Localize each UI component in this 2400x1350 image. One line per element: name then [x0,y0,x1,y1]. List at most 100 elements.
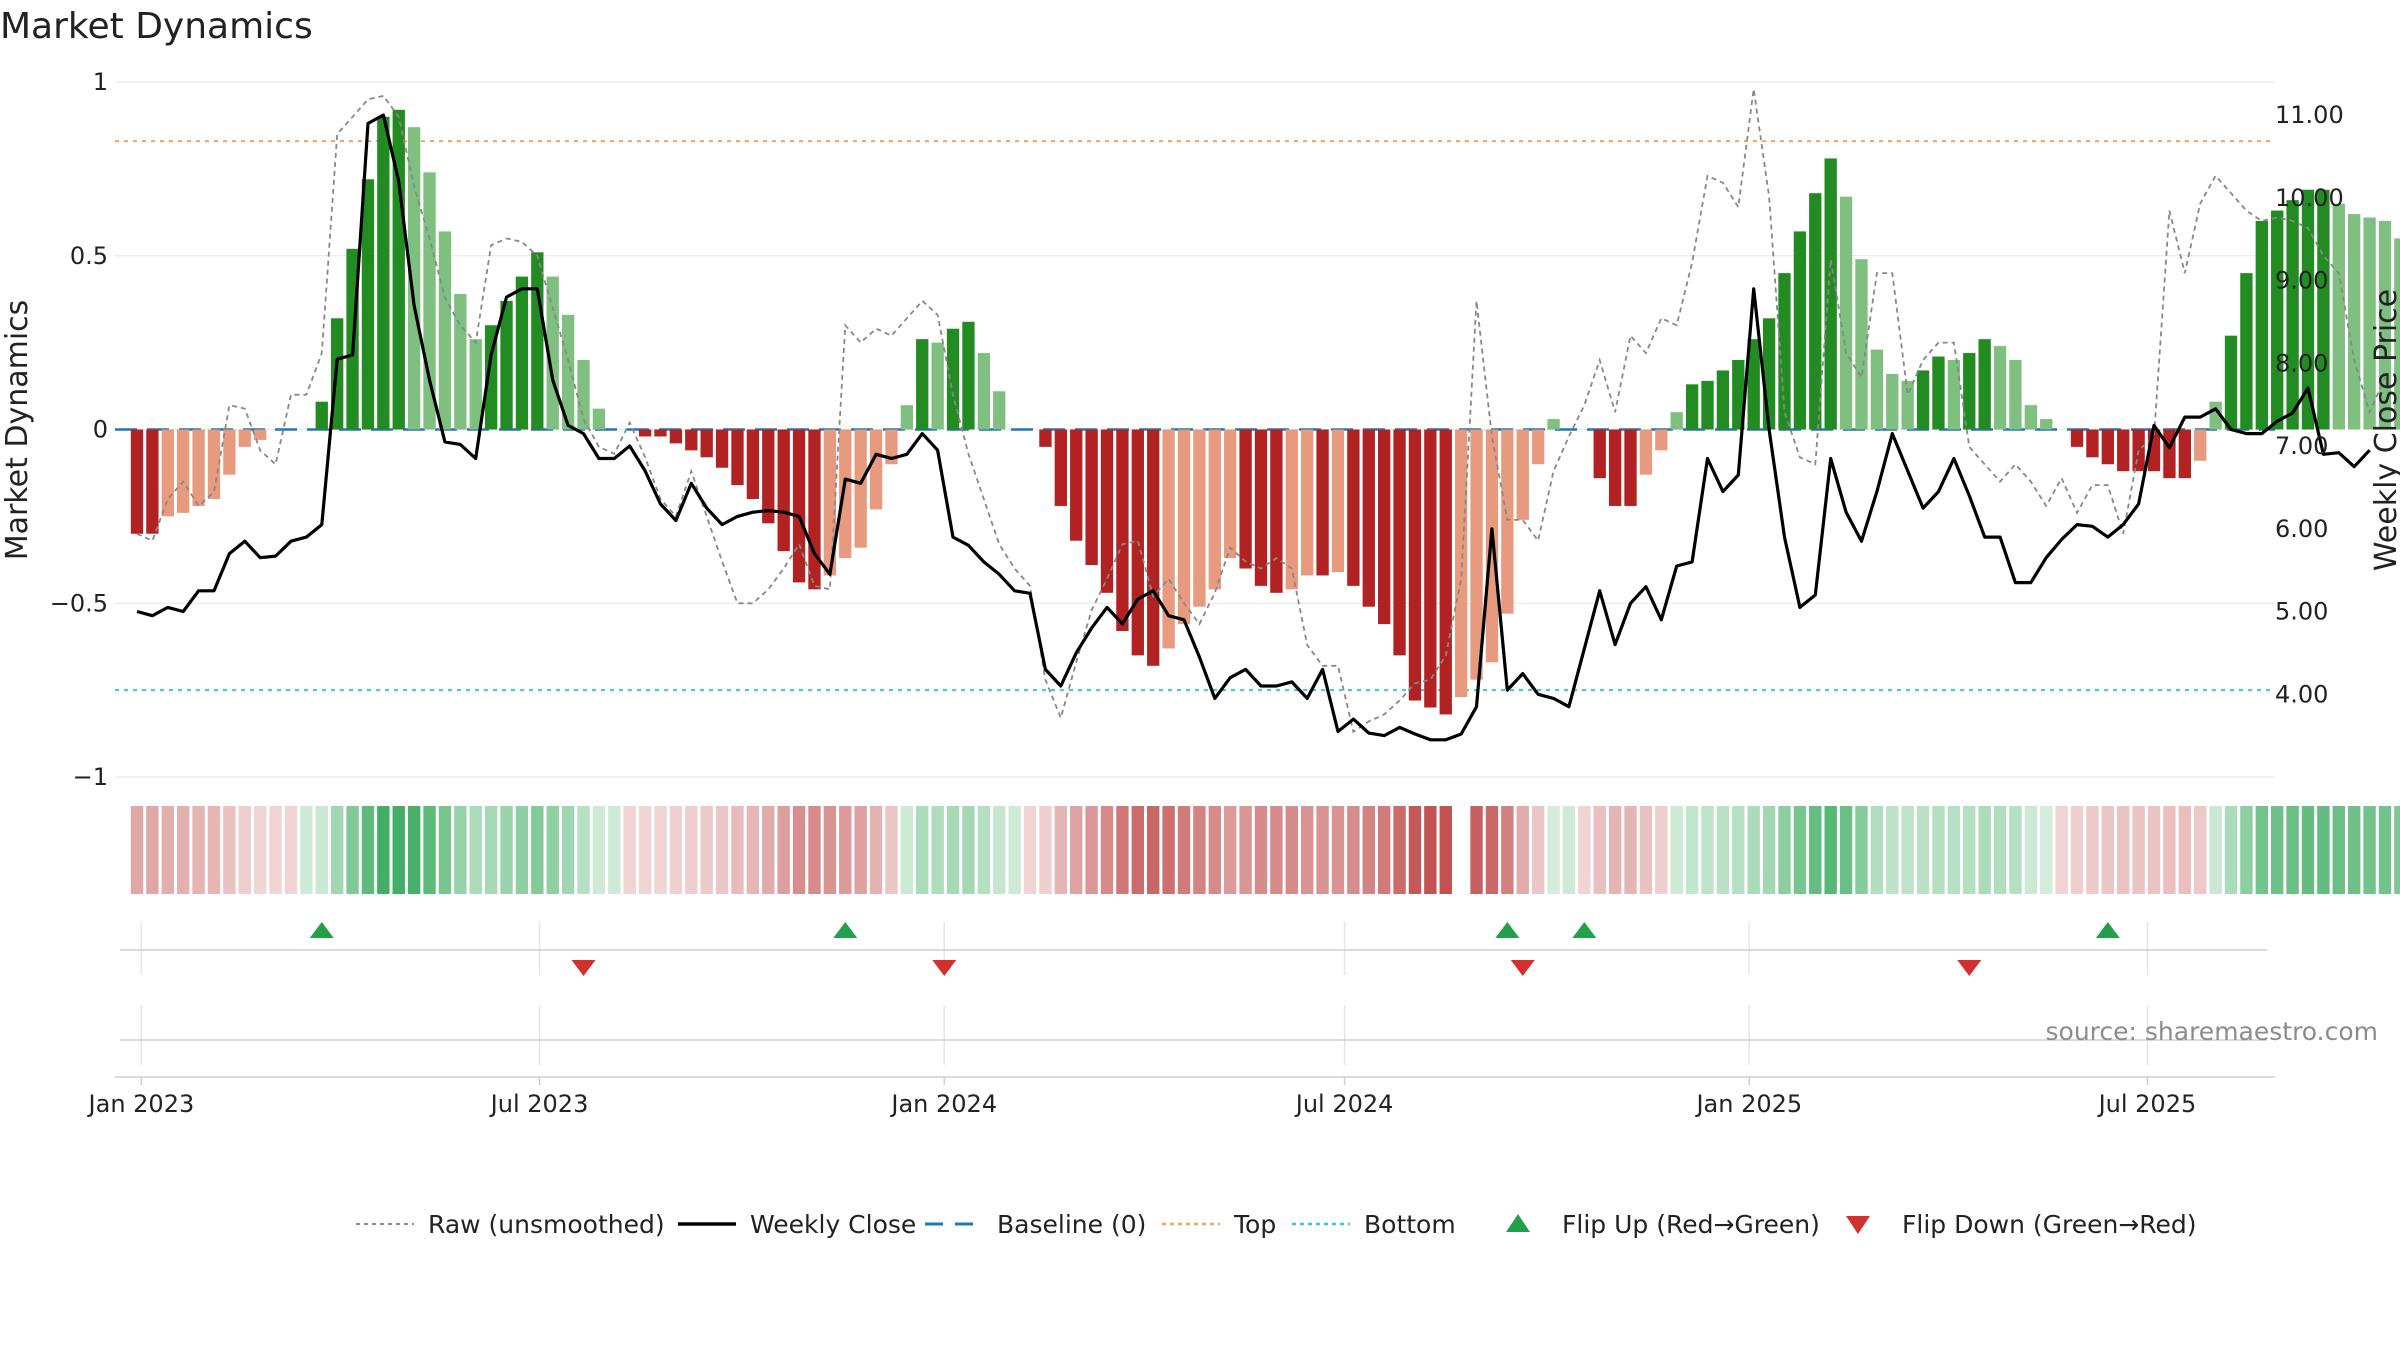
bar [654,429,667,437]
regime-cell [192,806,205,894]
bar [1839,196,1853,430]
bar [1085,429,1098,566]
regime-cell [1593,806,1606,894]
regime-cell [1501,806,1514,894]
regime-cell [2209,806,2222,894]
regime-cell [1254,806,1268,894]
regime-cell [1285,806,1298,894]
regime-cell [2224,806,2238,894]
bar [993,391,1006,430]
legend-label: Flip Up (Red→Green) [1562,1210,1820,1239]
legend-label: Bottom [1364,1210,1456,1239]
regime-cell [330,806,344,894]
regime-cell [2347,806,2361,894]
regime-cell [2055,806,2068,894]
regime-cell [2101,806,2115,894]
bar [2009,360,2022,430]
bar [1193,429,1206,607]
legend-item: Baseline (0) [925,1210,1146,1239]
y-tick-label-right: 9.00 [2275,267,2328,295]
bar [669,429,683,444]
regime-cell [1516,806,1529,894]
bar [931,342,944,430]
bar [1824,158,1837,430]
regime-cell [1670,806,1683,894]
legend-item: Bottom [1292,1210,1456,1239]
regime-cell [300,806,313,894]
regime-cell [2024,806,2038,894]
regime-cell [2117,806,2130,894]
regime-cell [608,806,621,894]
regime-cell [762,806,775,894]
legend-item: Raw (unsmoothed) [356,1210,665,1239]
regime-cell [223,806,236,894]
source-note: source: sharemaestro.com [2046,1017,2379,1046]
legend-label: Top [1233,1210,1276,1239]
bar [700,429,713,458]
flip-up-marker [1495,922,1520,938]
bar [715,429,729,468]
regime-cell [823,806,837,894]
regime-cell [1855,806,1868,894]
regime-cell [515,806,529,894]
x-tick-label: Jul 2023 [489,1090,589,1118]
bar [1655,429,1668,451]
x-tick-label: Jul 2024 [1294,1090,1394,1118]
bar [1947,360,1961,430]
bar [1162,429,1175,649]
regime-cell [792,806,806,894]
bar [2271,210,2284,430]
bar [1593,429,1606,479]
bar [2101,429,2114,465]
flip-up-marker [833,922,858,938]
bar [1762,318,1776,430]
regime-cell [1485,806,1499,894]
legend-label: Flip Down (Green→Red) [1902,1210,2197,1239]
regime-cell [2070,806,2084,894]
bar [2332,203,2345,430]
regime-cell [1624,806,1637,894]
bar [2024,405,2038,430]
regime-cell [1701,806,1714,894]
regime-cell [1347,806,1360,894]
legend-swatch-flip-down [1846,1216,1870,1234]
regime-cell [315,806,328,894]
bar [946,328,960,430]
x-tick-label: Jan 2023 [87,1090,195,1118]
bar [146,429,159,534]
regime-cell [1223,806,1237,894]
bar [2378,221,2392,430]
regime-cell [1747,806,1760,894]
regime-cell [869,806,883,894]
regime-cell [1639,806,1653,894]
bar [1531,429,1545,465]
bar [1932,356,1945,430]
bar [1963,353,1976,430]
bar [746,429,760,499]
bar [792,429,806,583]
bar [2363,217,2376,430]
regime-cell [438,806,452,894]
regime-cell [1100,806,1114,894]
bar [1516,429,1529,520]
regime-cell [346,806,359,894]
regime-cell [469,806,482,894]
regime-cell [561,806,575,894]
bar [2040,419,2053,430]
regime-cell [808,806,821,894]
bar [2224,335,2238,430]
bar [1916,370,1930,430]
regime-cell [715,806,729,894]
bar [839,429,852,559]
bar [1301,429,1314,576]
bar [1901,380,1914,430]
bar [1747,339,1760,430]
regime-cell [839,806,852,894]
regime-cell [1762,806,1776,894]
regime-cell [592,806,606,894]
bar [1547,419,1560,430]
bar [1701,380,1714,430]
bar [315,401,328,430]
regime-cell [1085,806,1098,894]
